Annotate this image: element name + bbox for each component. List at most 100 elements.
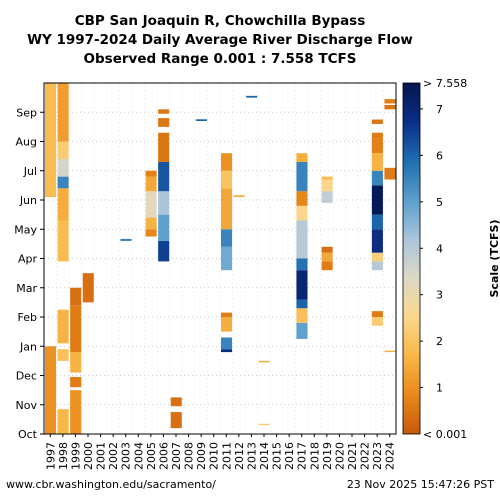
flow-cell-1999 (70, 352, 82, 373)
footer-source[interactable]: www.cbr.washington.edu/sacramento/ (6, 478, 216, 491)
y-tick-label-feb: Feb (18, 311, 37, 324)
flow-cell-1998 (57, 159, 69, 177)
colorbar: 1 2 3 4 5 6 7 > 7.558 < 0.001 Scale (TCFS) (402, 77, 500, 441)
y-tick-label-oct: Oct (18, 428, 38, 441)
colorbar-title: Scale (TCFS) (488, 220, 500, 298)
flow-cell-2019 (321, 246, 333, 253)
flow-cell-2019 (321, 252, 333, 262)
flow-cell-2011 (221, 153, 233, 171)
flow-cell-2017 (296, 161, 308, 192)
x-tick-label-2001: 2001 (95, 442, 108, 470)
flow-cell-2011 (221, 317, 233, 332)
x-tick-label-2014: 2014 (258, 442, 271, 470)
flow-cell-2023 (371, 311, 383, 317)
colorbar-bottom-label: < 0.001 (423, 428, 467, 441)
y-tick-label-nov: Nov (16, 399, 38, 412)
flow-cell-1998 (57, 141, 69, 160)
title-line-2: WY 1997-2024 Daily Average River Dischar… (27, 32, 413, 48)
flow-cell-2014 (258, 423, 270, 426)
x-tick-label-2003: 2003 (120, 442, 133, 470)
y-tick-label-jul: Jul (23, 165, 37, 178)
flow-cell-2023 (371, 317, 383, 326)
flow-cell-2017 (296, 191, 308, 206)
flow-cell-1997 (45, 346, 57, 434)
x-tick-label-2024: 2024 (384, 442, 397, 470)
x-tick-label-2019: 2019 (321, 442, 334, 470)
heatmap-cells (45, 83, 396, 434)
colorbar-tick-label-3: 3 (436, 289, 443, 302)
flow-cell-2003 (120, 238, 132, 241)
x-tick-label-2015: 2015 (271, 442, 284, 470)
x-tick-label-2016: 2016 (283, 442, 296, 470)
flow-cell-2017 (296, 205, 308, 221)
flow-cell-2019 (321, 191, 333, 203)
flow-cell-2006 (158, 109, 170, 114)
flow-cell-2023 (371, 119, 383, 124)
x-tick-label-2000: 2000 (82, 442, 95, 470)
x-tick-label-2022: 2022 (359, 442, 372, 470)
colorbar-tick-label-1: 1 (436, 382, 443, 395)
flow-cell-2017 (296, 308, 308, 323)
flow-cell-2017 (296, 220, 308, 259)
flow-cell-2006 (158, 161, 170, 192)
flow-cell-1999 (70, 305, 82, 353)
flow-cell-2007 (170, 412, 182, 429)
flow-cell-2005 (145, 191, 157, 218)
x-tick-label-2011: 2011 (220, 442, 233, 470)
y-tick-label-mar: Mar (16, 282, 37, 295)
flow-cell-1997 (45, 83, 57, 198)
x-tick-label-2007: 2007 (170, 442, 183, 470)
x-tick-label-2021: 2021 (346, 442, 359, 470)
y-tick-label-may: May (14, 223, 37, 236)
y-tick-label-dec: Dec (16, 370, 37, 383)
flow-cell-2017 (296, 270, 308, 300)
y-tick-label-sep: Sep (16, 106, 37, 119)
flow-cell-2005 (145, 170, 157, 177)
x-tick-label-2018: 2018 (308, 442, 321, 470)
chart-title: CBP San Joaquin R, Chowchilla Bypass WY 1… (27, 13, 413, 67)
colorbar-tick-label-7: 7 (436, 103, 443, 116)
flow-cell-1998 (57, 309, 69, 344)
flow-cell-2013 (246, 95, 258, 98)
flow-cell-2017 (296, 322, 308, 339)
x-tick-label-2013: 2013 (245, 442, 258, 470)
colorbar-tick-label-6: 6 (436, 149, 443, 162)
title-line-3: Observed Range 0.001 : 7.558 TCFS (84, 51, 357, 67)
flow-cell-2014 (258, 360, 270, 363)
flow-cell-2006 (158, 240, 170, 262)
flow-cell-1998 (57, 220, 69, 262)
flow-cell-2024 (384, 99, 396, 104)
x-tick-label-2009: 2009 (195, 442, 208, 470)
flow-cell-2011 (221, 229, 233, 247)
x-tick-label-2008: 2008 (183, 442, 196, 470)
x-tick-label-2010: 2010 (208, 442, 221, 470)
flow-cell-1999 (70, 390, 82, 434)
flow-cell-2017 (296, 153, 308, 162)
flow-cell-2005 (145, 217, 157, 230)
flow-cell-2023 (371, 185, 383, 215)
flow-cell-2024 (384, 104, 396, 110)
y-tick-label-apr: Apr (18, 253, 38, 266)
flow-cell-2011 (221, 170, 233, 189)
flow-cell-2011 (221, 337, 233, 350)
flow-cell-2023 (371, 170, 383, 186)
flow-cell-2023 (371, 261, 383, 271)
flow-cell-2019 (321, 179, 333, 192)
x-tick-label-2004: 2004 (132, 442, 145, 470)
y-tick-label-jan: Jan (19, 340, 37, 353)
x-tick-label-1999: 1999 (69, 442, 82, 470)
flow-cell-1998 (57, 176, 69, 189)
flow-cell-2006 (158, 118, 170, 127)
flow-cell-2009 (195, 119, 207, 122)
grid-lines (44, 83, 396, 434)
flow-cell-2023 (371, 252, 383, 262)
colorbar-top-label: > 7.558 (423, 77, 467, 90)
flow-cell-1998 (57, 83, 69, 142)
flow-cell-2019 (321, 176, 333, 180)
y-tick-label-aug: Aug (16, 136, 37, 149)
y-tick-label-jun: Jun (19, 194, 37, 207)
flow-cell-2024 (384, 167, 396, 180)
flow-cell-2019 (321, 261, 333, 271)
flow-cell-1999 (70, 376, 82, 388)
